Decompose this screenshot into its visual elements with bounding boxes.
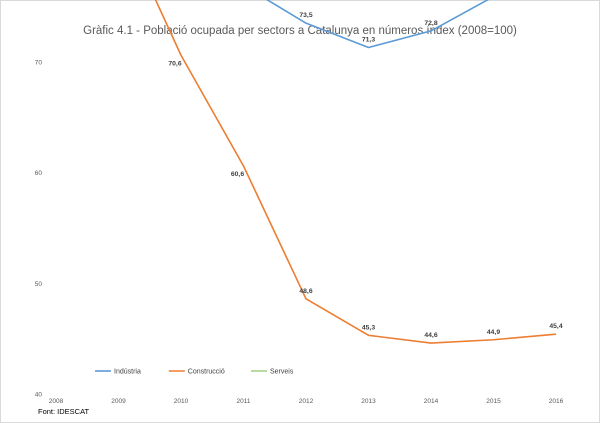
x-tick-label: 2015 bbox=[486, 398, 501, 405]
chart-title: Gràfic 4.1 - Població ocupada per sector… bbox=[83, 25, 517, 37]
data-label: 48,6 bbox=[299, 288, 312, 295]
y-tick-label: 60 bbox=[35, 170, 43, 177]
legend-label: Indústria bbox=[114, 369, 141, 376]
x-tick-label: 2008 bbox=[49, 398, 64, 405]
y-tick-label: 50 bbox=[35, 281, 43, 288]
data-label: 44,9 bbox=[487, 329, 500, 336]
data-label: 73,5 bbox=[299, 12, 312, 19]
data-label: 71,3 bbox=[362, 37, 375, 44]
data-labels: 10083,881,076,973,571,372,875,976,082,97… bbox=[168, 12, 562, 339]
x-axis: 2008 2009 2010 2011 2012 2013 2014 2015 2016 bbox=[49, 398, 564, 405]
source-note: Font: IDESCAT bbox=[38, 407, 90, 416]
data-label: 45,3 bbox=[362, 324, 375, 331]
y-tick-label: 70 bbox=[35, 59, 43, 66]
data-label: 70,6 bbox=[168, 60, 181, 67]
data-label: 72,8 bbox=[424, 20, 437, 27]
x-tick-label: 2009 bbox=[111, 398, 126, 405]
x-tick-label: 2014 bbox=[424, 398, 439, 405]
series-line-construccio bbox=[154, 0, 557, 344]
data-label: 44,6 bbox=[424, 332, 437, 339]
series-line-industria bbox=[265, 0, 489, 49]
series-group bbox=[154, 0, 557, 344]
data-label: 60,6 bbox=[231, 171, 244, 178]
x-tick-label: 2010 bbox=[174, 398, 189, 405]
x-tick-label: 2012 bbox=[299, 398, 314, 405]
y-axis: 405060708090100 bbox=[35, 59, 43, 399]
x-tick-label: 2013 bbox=[361, 398, 376, 405]
legend: Indústria Construcció Serveis bbox=[95, 369, 294, 376]
legend-label: Construcció bbox=[188, 369, 225, 376]
legend-label: Serveis bbox=[270, 369, 294, 376]
y-tick-label: 40 bbox=[35, 392, 43, 399]
x-tick-label: 2011 bbox=[237, 398, 251, 405]
x-tick-label: 2016 bbox=[549, 398, 564, 405]
data-label: 45,4 bbox=[549, 323, 562, 330]
